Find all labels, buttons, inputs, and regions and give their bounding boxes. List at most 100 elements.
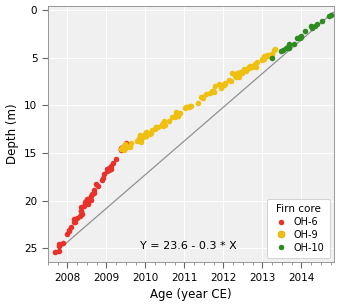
Point xyxy=(101,171,107,176)
Point xyxy=(110,160,116,165)
Point xyxy=(64,231,70,236)
Point xyxy=(285,44,290,49)
Point xyxy=(286,45,292,50)
Point xyxy=(86,197,91,202)
Point xyxy=(91,191,96,196)
Point xyxy=(314,22,320,27)
Point xyxy=(155,124,160,129)
Point xyxy=(246,65,252,70)
Point xyxy=(56,242,62,247)
Point xyxy=(120,144,125,149)
Point xyxy=(265,52,270,57)
Point xyxy=(253,64,259,69)
Point xyxy=(294,36,299,41)
Point xyxy=(221,82,226,87)
Point xyxy=(261,54,267,59)
Point xyxy=(266,53,272,58)
Point xyxy=(201,95,206,100)
Text: Y = 23.6 - 0.3 * X: Y = 23.6 - 0.3 * X xyxy=(139,241,236,251)
Point xyxy=(100,178,105,183)
Point xyxy=(74,215,80,220)
Point xyxy=(144,133,149,138)
Point xyxy=(272,46,277,51)
Point xyxy=(243,68,249,73)
Point xyxy=(230,70,235,75)
Point xyxy=(262,57,267,62)
Point xyxy=(238,70,243,75)
Point xyxy=(291,41,296,46)
Point xyxy=(254,60,259,65)
Point xyxy=(82,201,88,206)
Point xyxy=(161,119,167,124)
Point xyxy=(143,134,148,138)
Point xyxy=(184,105,189,110)
Point xyxy=(269,52,274,57)
Point xyxy=(234,75,239,80)
Point xyxy=(127,144,133,149)
Point xyxy=(61,240,66,245)
Point xyxy=(72,219,78,224)
Point xyxy=(85,202,90,207)
Point xyxy=(219,86,224,91)
Point xyxy=(271,48,277,53)
Point xyxy=(140,134,146,139)
Point xyxy=(96,184,101,188)
Point xyxy=(127,144,132,149)
Point xyxy=(123,146,128,150)
Point xyxy=(319,18,324,23)
Point xyxy=(298,33,304,38)
Point xyxy=(90,192,95,197)
Point xyxy=(175,113,180,118)
Point xyxy=(209,88,215,93)
Point xyxy=(78,208,83,213)
Point xyxy=(86,197,92,202)
Point xyxy=(259,57,265,62)
Point xyxy=(78,205,84,210)
Point xyxy=(121,144,126,149)
Point xyxy=(71,217,77,222)
Point xyxy=(245,66,250,71)
Point xyxy=(226,77,231,82)
Point xyxy=(212,83,218,88)
Point xyxy=(104,167,110,172)
Point xyxy=(326,14,332,18)
Point xyxy=(173,112,179,117)
Point xyxy=(328,12,334,17)
Point xyxy=(91,188,97,193)
Point xyxy=(183,106,188,111)
Point xyxy=(220,83,225,87)
Point xyxy=(239,71,245,76)
Point xyxy=(162,122,168,127)
Point xyxy=(252,61,258,66)
Point xyxy=(134,138,139,143)
Point xyxy=(94,182,99,187)
Point xyxy=(260,56,266,61)
Point xyxy=(108,166,113,171)
Point xyxy=(143,129,149,134)
Point xyxy=(118,145,124,150)
Point xyxy=(79,211,85,216)
Point xyxy=(189,103,194,108)
Point xyxy=(159,122,165,127)
Point xyxy=(251,63,256,68)
Point xyxy=(143,131,149,136)
Point xyxy=(186,105,191,110)
X-axis label: Age (year CE): Age (year CE) xyxy=(150,289,232,301)
Point xyxy=(222,80,227,85)
Point xyxy=(79,208,84,213)
Point xyxy=(228,79,234,84)
Point xyxy=(122,142,128,146)
Point xyxy=(160,124,166,129)
Point xyxy=(269,52,275,56)
Point xyxy=(154,125,159,130)
Point xyxy=(149,128,155,133)
Point xyxy=(309,26,314,31)
Point xyxy=(167,118,172,123)
Point xyxy=(119,146,124,151)
Point xyxy=(140,135,146,140)
Point xyxy=(236,75,241,80)
Point xyxy=(222,82,227,87)
Point xyxy=(264,54,270,59)
Point xyxy=(152,126,158,131)
Point xyxy=(56,244,62,249)
